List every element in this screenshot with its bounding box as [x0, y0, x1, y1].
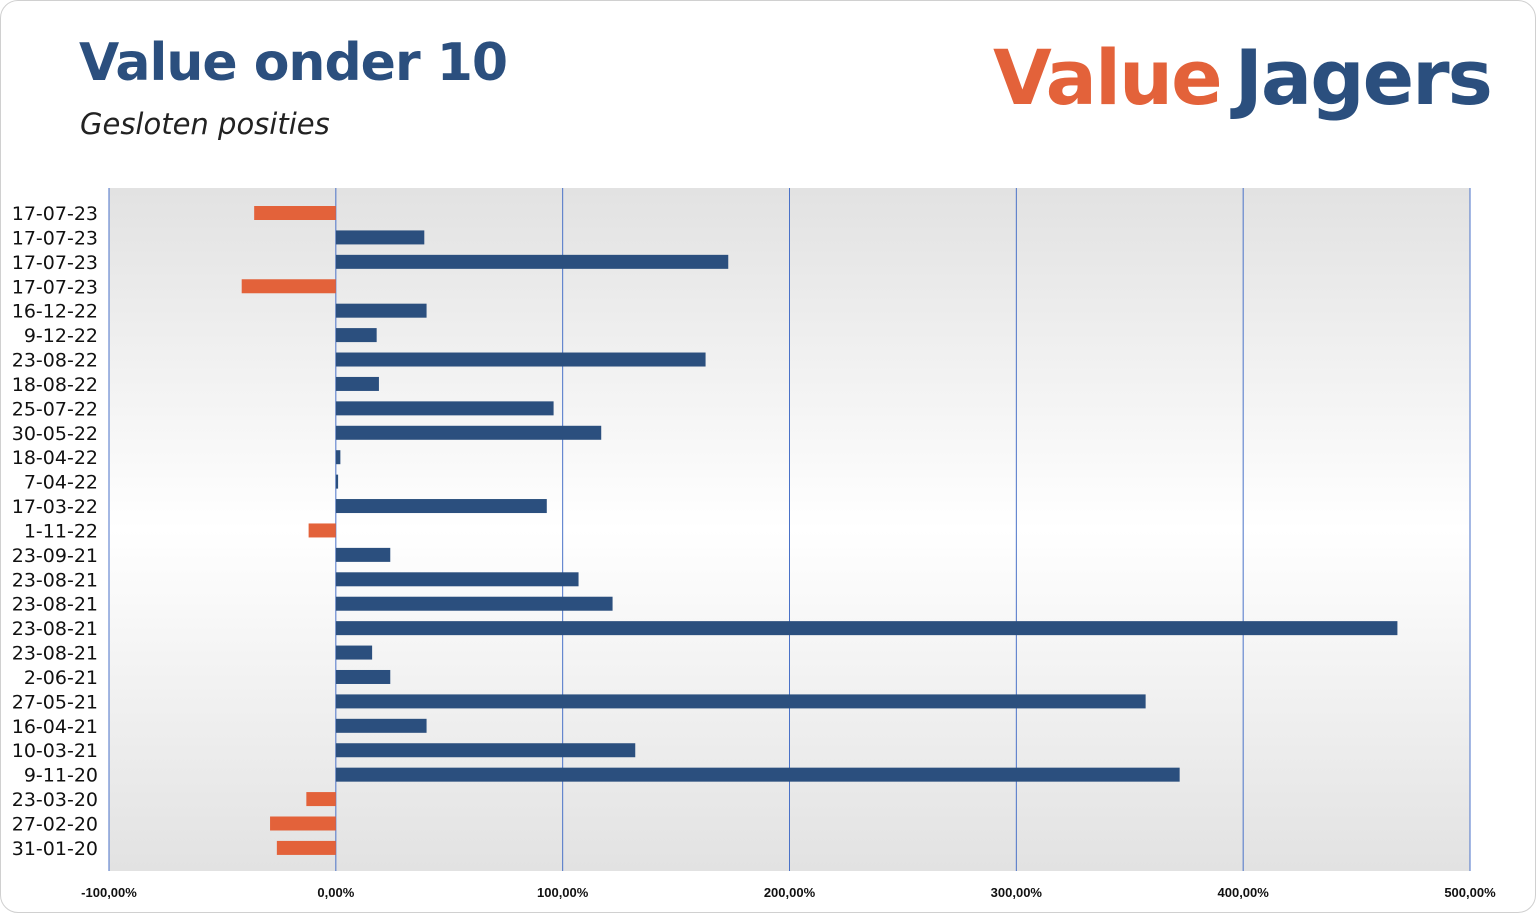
y-category-label: 7-04-22 [24, 472, 98, 494]
bar [335, 596, 613, 611]
bar [254, 206, 336, 220]
y-category-label: 23-09-21 [12, 545, 98, 567]
bar [276, 840, 336, 855]
y-category-label: 27-02-20 [12, 814, 98, 836]
bar [335, 645, 373, 660]
x-tick-label: 500,00% [1444, 885, 1496, 900]
x-tick-label: -100,00% [81, 885, 137, 900]
bar [335, 694, 1146, 709]
bar [335, 328, 377, 343]
bar [335, 767, 1180, 782]
x-tick-label: 400,00% [1218, 885, 1270, 900]
y-category-label: 31-01-20 [12, 838, 98, 860]
y-category-label: 9-11-20 [24, 765, 98, 787]
bar [335, 499, 547, 514]
y-category-label: 27-05-21 [12, 691, 98, 713]
bar [335, 474, 339, 489]
y-category-label: 16-12-22 [12, 301, 98, 323]
y-category-label: 17-07-23 [12, 252, 98, 274]
bar [306, 792, 336, 807]
y-category-label: 18-04-22 [12, 447, 98, 469]
bar [335, 621, 1398, 636]
bar [335, 572, 579, 587]
bar [335, 450, 341, 465]
y-category-label: 18-08-22 [12, 374, 98, 396]
y-category-label: 25-07-22 [12, 398, 98, 420]
y-category-label: 17-07-23 [12, 227, 98, 249]
y-category-label: 23-03-20 [12, 789, 98, 811]
y-category-label: 23-08-21 [12, 618, 98, 640]
y-category-label: 30-05-22 [12, 423, 98, 445]
y-category-label: 17-07-23 [12, 203, 98, 225]
x-tick-label: 100,00% [537, 885, 589, 900]
bar [335, 230, 425, 245]
bar [335, 254, 729, 269]
bar [335, 718, 427, 733]
bar [335, 669, 391, 684]
bar [335, 376, 379, 391]
bar [335, 352, 706, 367]
y-category-label: 2-06-21 [24, 667, 98, 689]
y-category-label: 9-12-22 [24, 325, 98, 347]
bar [308, 523, 336, 538]
bar [335, 547, 391, 562]
y-category-label: 17-03-22 [12, 496, 98, 518]
bar [241, 279, 336, 294]
bar [335, 743, 636, 758]
y-category-label: 17-07-23 [12, 276, 98, 298]
bar [335, 425, 602, 440]
bar [335, 401, 554, 416]
chart-subtitle: Gesloten posities [80, 107, 330, 141]
chart-title: Value onder 10 [79, 33, 508, 93]
y-category-label: 23-08-21 [12, 594, 98, 616]
y-category-label: 16-04-21 [12, 716, 98, 738]
x-tick-label: 0,00% [317, 885, 354, 900]
x-tick-label: 300,00% [991, 885, 1043, 900]
bar [335, 303, 427, 318]
y-category-label: 10-03-21 [12, 740, 98, 762]
y-category-label: 1-11-22 [24, 520, 98, 542]
valuejagers-logo: Value Jagers [993, 33, 1493, 122]
bar [270, 816, 336, 831]
x-tick-label: 200,00% [764, 885, 816, 900]
y-category-label: 23-08-22 [12, 350, 98, 372]
y-category-label: 23-08-21 [12, 569, 98, 591]
y-category-label: 23-08-21 [12, 643, 98, 665]
